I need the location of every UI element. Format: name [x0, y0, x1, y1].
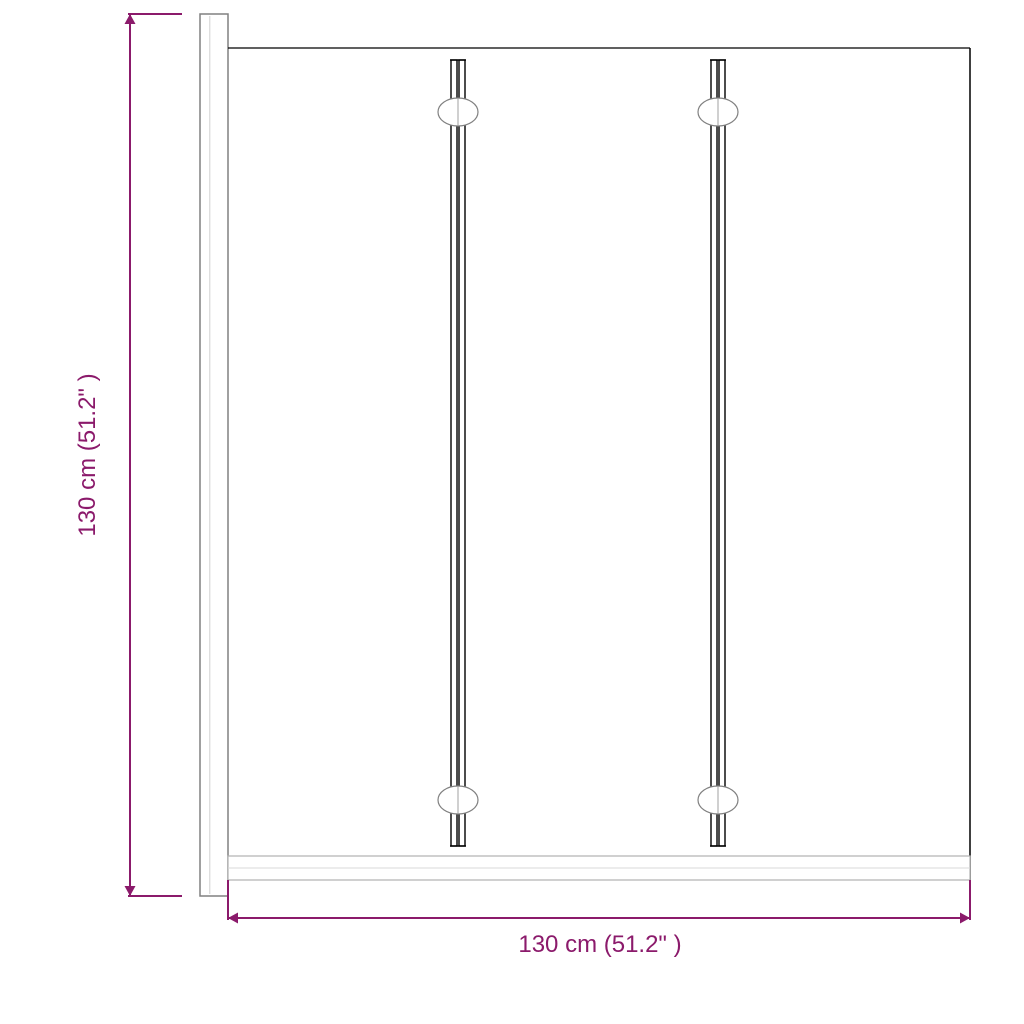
hinge-bar-2 [698, 60, 738, 846]
hinge-bar-1 [438, 60, 478, 846]
wall-post [200, 14, 228, 896]
dimension-horizontal: 130 cm (51.2" ) [228, 880, 970, 958]
dimension-arrowhead [125, 886, 136, 896]
dimension-vertical-label: 130 cm (51.2" ) [74, 373, 101, 536]
dimension-horizontal-label: 130 cm (51.2" ) [518, 931, 681, 958]
dimension-arrowhead [228, 913, 238, 924]
dimension-arrowhead [125, 14, 136, 24]
product-drawing [200, 14, 970, 896]
dimension-arrowhead [960, 913, 970, 924]
dimension-vertical: 130 cm (51.2" ) [74, 14, 182, 896]
